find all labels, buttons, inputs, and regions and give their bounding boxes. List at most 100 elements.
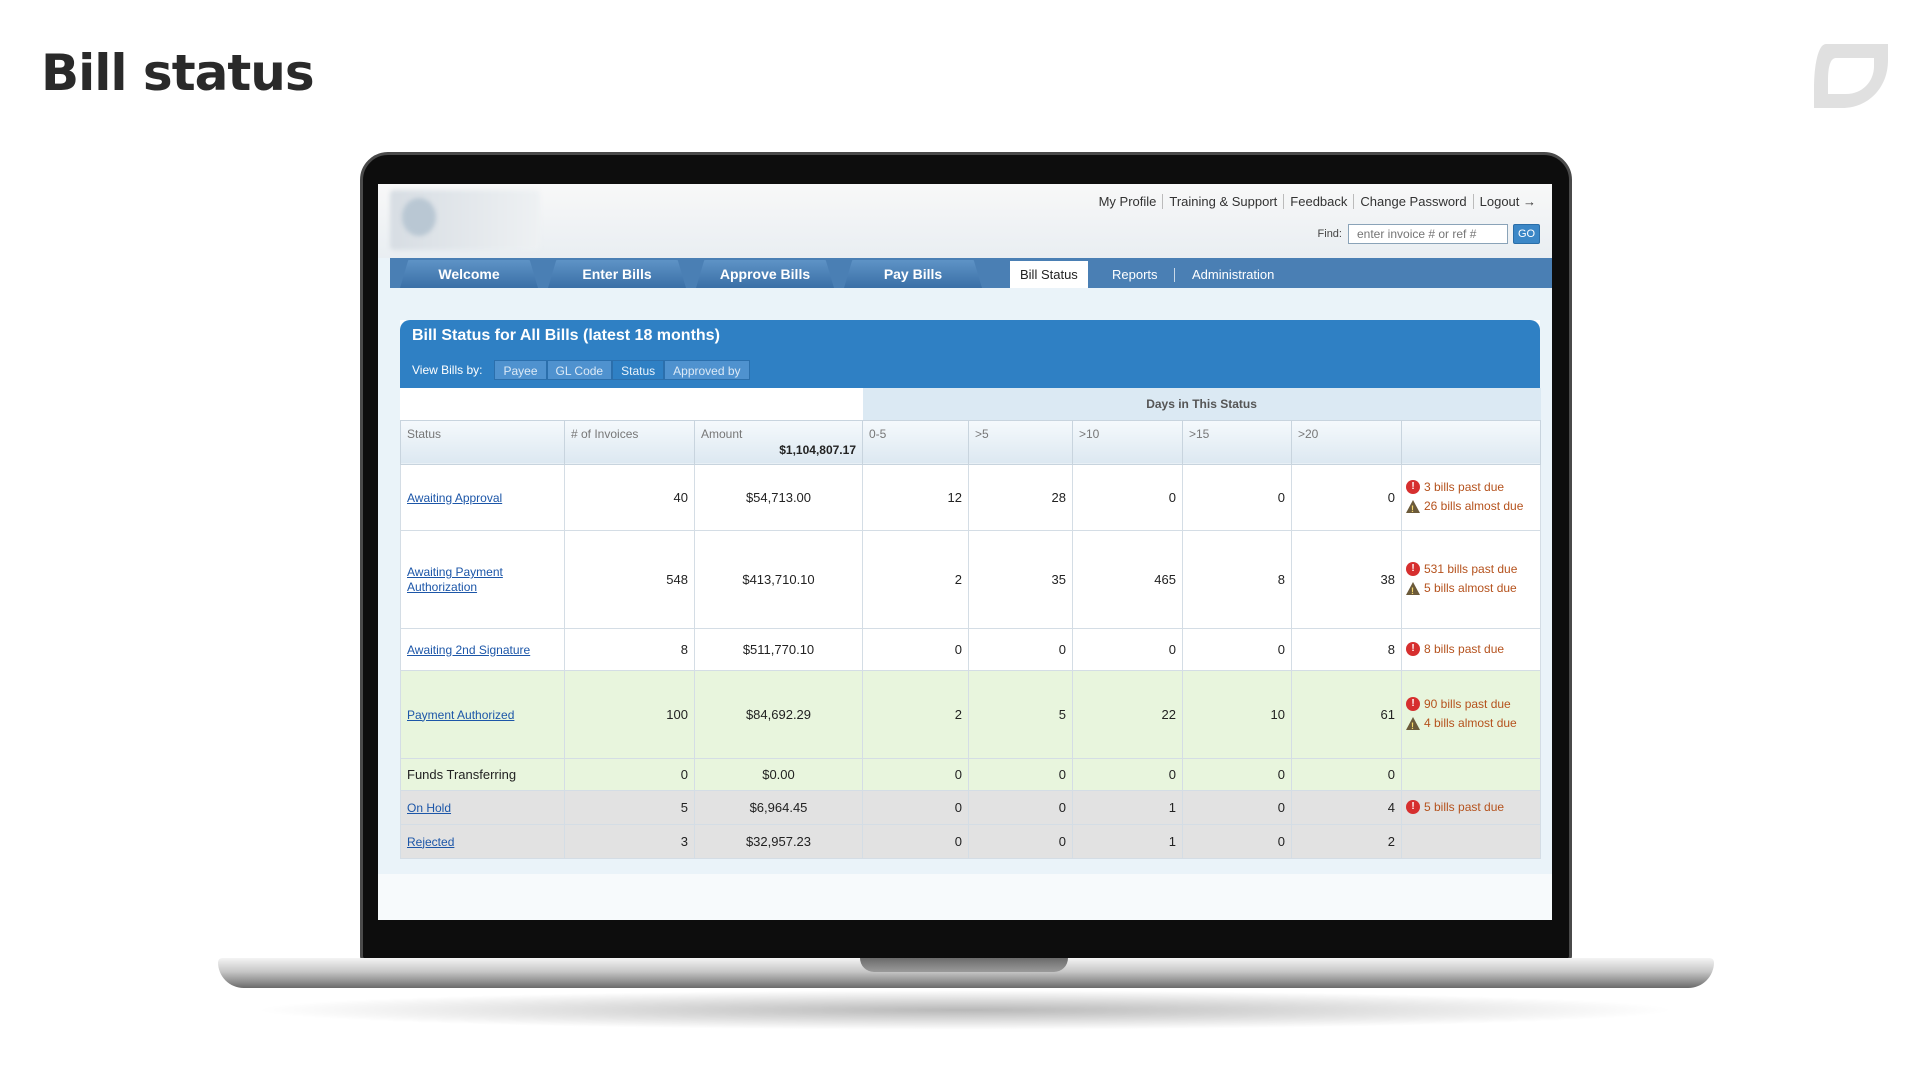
status-link[interactable]: Rejected (407, 834, 455, 849)
days-gt5-cell: 28 (968, 463, 1073, 531)
brand-logo-icon (1814, 44, 1888, 108)
col-amount: Amount $1,104,807.17 (694, 419, 863, 465)
error-circle-icon: ! (1406, 697, 1420, 711)
col-gt15: >15 (1182, 419, 1292, 465)
training-support-link[interactable]: Training & Support (1163, 194, 1285, 209)
status-cell: Rejected (400, 823, 565, 859)
nav-bar: Welcome Enter Bills Approve Bills Pay Bi… (390, 258, 1552, 288)
days-gt15-cell: 0 (1182, 463, 1292, 531)
amount-cell: $32,957.23 (694, 823, 863, 859)
find-label: Find: (1317, 228, 1342, 240)
days-0-5-cell: 0 (862, 757, 969, 791)
warning-triangle-icon (1406, 581, 1420, 600)
past-due-alert: ! 531 bills past due (1406, 561, 1536, 578)
status-cell: Funds Transferring (400, 757, 565, 791)
past-due-alert: ! 3 bills past due (1406, 479, 1536, 496)
subtab-reports[interactable]: Reports (1112, 267, 1158, 282)
change-password-link[interactable]: Change Password (1354, 194, 1474, 209)
past-due-alert: ! 8 bills past due (1406, 641, 1536, 658)
invoices-cell: 5 (564, 789, 695, 825)
days-gt5-cell: 35 (968, 529, 1073, 629)
alerts-cell: ! 8 bills past due (1400, 627, 1542, 671)
panel-header: Bill Status for All Bills (latest 18 mon… (400, 320, 1540, 388)
tab-enter-bills[interactable]: Enter Bills (548, 260, 686, 288)
days-gt5-cell: 0 (968, 627, 1073, 671)
panel-title: Bill Status for All Bills (latest 18 mon… (412, 327, 720, 344)
days-gt20-cell: 0 (1291, 463, 1402, 531)
status-link[interactable]: On Hold (407, 800, 452, 815)
almost-due-alert: 5 bills almost due (1406, 580, 1536, 600)
view-by-gl-code-button[interactable]: GL Code (546, 360, 613, 380)
status-link[interactable]: Payment Authorized (407, 707, 515, 722)
status-link[interactable]: Awaiting 2nd Signature (407, 642, 531, 657)
alert-text: 531 bills past due (1424, 562, 1518, 576)
status-link[interactable]: Awaiting Approval (407, 490, 503, 505)
alert-text: 90 bills past due (1424, 697, 1511, 711)
alert-text: 26 bills almost due (1424, 499, 1524, 513)
almost-due-alert: 26 bills almost due (1406, 498, 1536, 518)
days-in-status-header: Days in This Status (862, 388, 1541, 420)
days-gt10-cell: 22 (1072, 669, 1183, 759)
warning-triangle-icon (1406, 716, 1420, 735)
invoices-cell: 3 (564, 823, 695, 859)
days-gt10-cell: 0 (1072, 463, 1183, 531)
past-due-alert: ! 90 bills past due (1406, 696, 1536, 713)
alerts-cell: ! 5 bills past due (1400, 789, 1542, 825)
alert-text: 3 bills past due (1424, 480, 1505, 494)
view-by-payee-button[interactable]: Payee (494, 360, 547, 380)
table-row: Funds Transferring 0 $0.00 0 0 0 0 0 (400, 757, 1542, 791)
subtab-bill-status[interactable]: Bill Status (1010, 261, 1088, 288)
go-button[interactable]: GO (1513, 224, 1540, 244)
app-header: My Profile Training & Support Feedback C… (378, 184, 1552, 258)
view-by-approved-by-button[interactable]: Approved by (664, 360, 750, 380)
tab-pay-bills[interactable]: Pay Bills (844, 260, 982, 288)
alert-text: 8 bills past due (1424, 641, 1505, 656)
alerts-cell: ! 3 bills past due 26 bills almost due (1400, 463, 1542, 531)
invoices-cell: 8 (564, 627, 695, 671)
find-input[interactable] (1348, 224, 1508, 244)
laptop-shadow (250, 990, 1680, 1030)
view-by-status-button[interactable]: Status (612, 360, 665, 380)
days-gt5-cell: 0 (968, 823, 1073, 859)
days-0-5-cell: 2 (862, 669, 969, 759)
days-0-5-cell: 12 (862, 463, 969, 531)
amount-cell: $0.00 (694, 757, 863, 791)
col-gt20: >20 (1291, 419, 1402, 465)
days-gt20-cell: 4 (1291, 789, 1402, 825)
col-gt10: >10 (1072, 419, 1183, 465)
subtab-administration[interactable]: Administration (1192, 267, 1275, 282)
col-0-5: 0-5 (862, 419, 969, 465)
tab-welcome[interactable]: Welcome (400, 260, 538, 288)
days-gt15-cell: 0 (1182, 627, 1292, 671)
amount-cell: $511,770.10 (694, 627, 863, 671)
amount-cell: $84,692.29 (694, 669, 863, 759)
status-cell: On Hold (400, 789, 565, 825)
status-link[interactable]: Awaiting Payment Authorization (407, 565, 503, 594)
tab-approve-bills[interactable]: Approve Bills (696, 260, 834, 288)
table-row: Payment Authorized 100 $84,692.29 2 5 22 10 61!… (400, 669, 1542, 759)
col-invoices: # of Invoices (564, 419, 695, 465)
table-row: On Hold 5 $6,964.45 0 0 1 0 4! 5 bills past due (400, 789, 1542, 825)
bill-status-panel: Bill Status for All Bills (latest 18 mon… (400, 320, 1542, 859)
status-label: Funds Transferring (407, 766, 517, 782)
days-gt15-cell: 0 (1182, 823, 1292, 859)
col-gt5: >5 (968, 419, 1073, 465)
subtab-divider (1174, 268, 1175, 282)
days-gt20-cell: 2 (1291, 823, 1402, 859)
laptop-notch (860, 958, 1068, 972)
top-links: My Profile Training & Support Feedback C… (1093, 194, 1542, 209)
days-gt20-cell: 0 (1291, 757, 1402, 791)
table-row: Awaiting 2nd Signature 8 $511,770.10 0 0 0 0 8!… (400, 627, 1542, 671)
amount-cell: $413,710.10 (694, 529, 863, 629)
my-profile-link[interactable]: My Profile (1093, 194, 1164, 209)
error-circle-icon: ! (1406, 480, 1420, 494)
days-0-5-cell: 0 (862, 627, 969, 671)
feedback-link[interactable]: Feedback (1284, 194, 1355, 209)
days-gt5-cell: 5 (968, 669, 1073, 759)
app-screen: My Profile Training & Support Feedback C… (378, 184, 1552, 920)
days-0-5-cell: 2 (862, 529, 969, 629)
alerts-cell (1400, 823, 1542, 859)
logout-link[interactable]: Logout → (1479, 194, 1536, 209)
days-gt5-cell: 0 (968, 757, 1073, 791)
days-gt10-cell: 1 (1072, 823, 1183, 859)
